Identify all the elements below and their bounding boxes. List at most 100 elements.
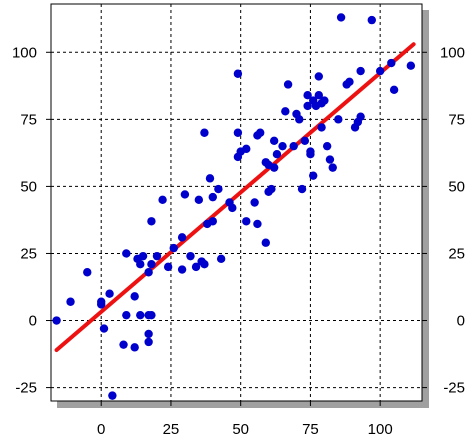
- regression-line: [54, 42, 416, 353]
- data-point: [289, 141, 298, 151]
- data-point: [269, 136, 279, 146]
- y-tick-label-left: 50: [20, 178, 37, 195]
- data-point: [367, 15, 376, 25]
- data-point: [297, 184, 307, 194]
- y-axis-ticks-right: -25 0 25 50 75 100: [422, 44, 465, 397]
- data-point: [177, 265, 187, 274]
- data-point: [144, 329, 153, 339]
- data-point: [233, 69, 243, 78]
- data-point: [83, 268, 92, 277]
- data-point: [169, 243, 178, 253]
- data-point: [281, 107, 290, 116]
- data-point: [334, 115, 343, 124]
- data-point: [99, 324, 109, 333]
- data-point: [272, 150, 282, 159]
- data-point: [242, 144, 251, 154]
- data-point: [309, 171, 318, 180]
- data-point: [233, 128, 243, 137]
- data-point: [177, 233, 187, 242]
- data-point: [356, 112, 365, 121]
- data-point: [325, 155, 335, 164]
- data-point: [66, 297, 75, 306]
- x-axis-ticks: 0 25 50 75 100: [97, 401, 393, 438]
- data-point: [147, 310, 156, 320]
- data-point: [105, 289, 114, 298]
- data-point: [180, 190, 190, 199]
- data-point: [144, 268, 153, 277]
- data-point: [52, 316, 61, 325]
- data-point: [130, 343, 139, 352]
- data-point: [138, 251, 148, 261]
- data-point: [214, 184, 223, 194]
- data-point: [136, 259, 145, 269]
- y-tick-label-right: -25: [443, 380, 465, 397]
- y-tick-label-left: 25: [20, 245, 37, 262]
- data-point: [300, 136, 310, 146]
- data-point: [328, 163, 337, 172]
- data-point: [320, 96, 329, 105]
- data-points: [52, 13, 416, 400]
- data-point: [314, 72, 323, 81]
- grid: [51, 4, 422, 401]
- y-tick-label-right: 75: [448, 111, 465, 128]
- data-point: [186, 251, 195, 261]
- y-tick-label-right: 25: [448, 245, 465, 262]
- y-tick-label-right: 50: [448, 178, 465, 195]
- data-point: [194, 195, 204, 205]
- y-tick-label-right: 0: [457, 313, 465, 330]
- data-point: [152, 251, 162, 261]
- data-point: [122, 249, 131, 258]
- data-point: [158, 195, 167, 205]
- data-point: [283, 80, 293, 89]
- data-point: [97, 297, 106, 306]
- data-point: [387, 58, 396, 68]
- data-point: [295, 115, 304, 124]
- data-point: [208, 192, 217, 202]
- data-point: [314, 91, 323, 100]
- y-tick-label-left: 100: [12, 44, 37, 61]
- plot-area: [50, 3, 423, 402]
- x-tick-label: 100: [368, 421, 393, 438]
- data-point: [303, 91, 312, 100]
- data-point: [119, 340, 128, 349]
- data-point: [242, 217, 251, 226]
- data-point: [267, 184, 276, 194]
- x-tick-label: 25: [163, 421, 180, 438]
- data-point: [406, 61, 416, 70]
- data-point: [122, 310, 131, 320]
- data-point: [256, 128, 265, 137]
- data-point: [191, 262, 201, 272]
- data-point: [228, 203, 237, 213]
- data-point: [250, 198, 259, 207]
- data-point: [269, 163, 279, 172]
- data-point: [306, 147, 315, 156]
- data-point: [253, 219, 262, 229]
- y-tick-label-right: 100: [440, 44, 465, 61]
- data-point: [336, 13, 346, 22]
- y-tick-label-left: -25: [15, 380, 37, 397]
- y-tick-label-left: 0: [29, 313, 37, 330]
- data-point: [303, 101, 312, 111]
- x-tick-label: 75: [302, 421, 319, 438]
- data-point: [278, 141, 287, 151]
- data-point: [147, 217, 156, 226]
- data-point: [261, 238, 270, 247]
- data-point: [345, 77, 354, 86]
- data-point: [200, 128, 209, 137]
- data-point: [205, 174, 215, 183]
- data-point: [322, 141, 332, 151]
- x-tick-label: 0: [97, 421, 105, 438]
- data-point: [356, 66, 365, 76]
- data-point: [163, 262, 173, 272]
- y-axis-ticks-left: -25 0 25 50 75 100: [12, 44, 51, 397]
- data-point: [375, 66, 385, 76]
- data-point: [136, 310, 145, 320]
- data-point: [200, 259, 209, 269]
- data-point: [208, 217, 217, 226]
- y-tick-label-left: 75: [20, 111, 37, 128]
- fit-line-group: [54, 42, 416, 353]
- data-point: [216, 254, 226, 264]
- data-point: [317, 123, 326, 132]
- data-point: [108, 391, 117, 400]
